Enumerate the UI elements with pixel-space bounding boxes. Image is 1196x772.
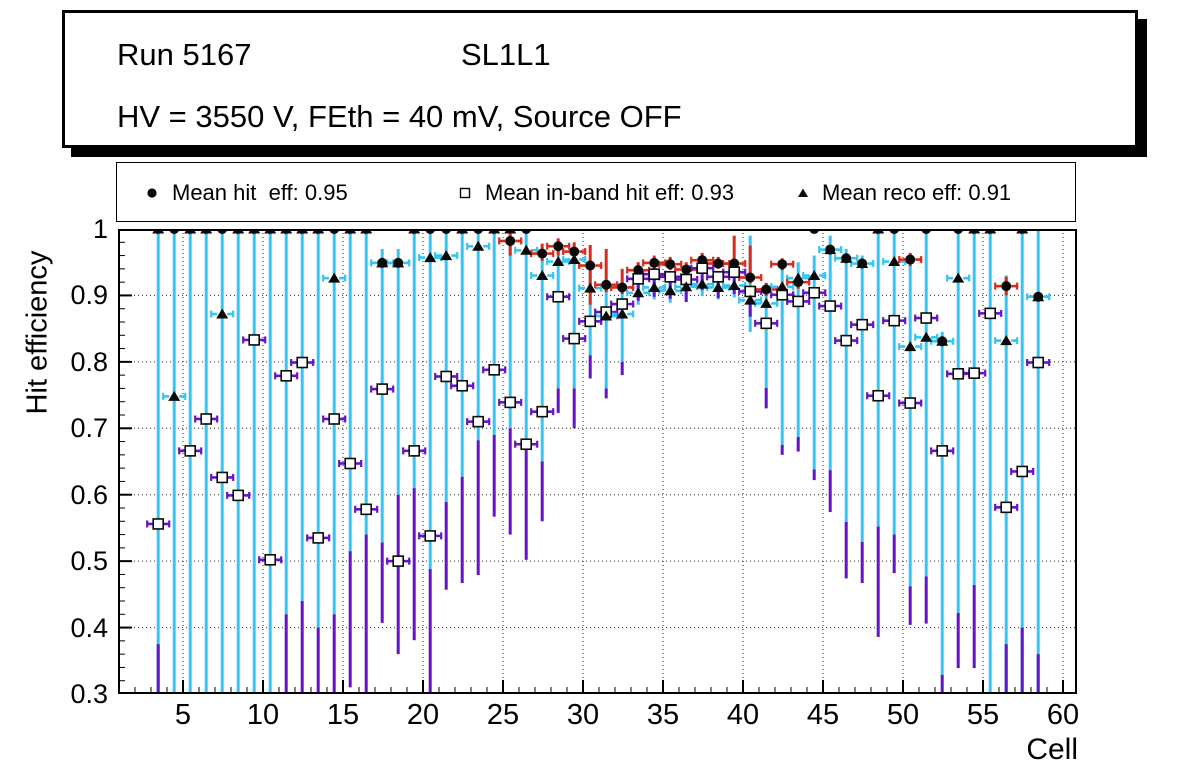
legend-label-hit: Mean hit eff: 0.95 [172,180,348,205]
layer-title: SL1L1 [461,37,551,72]
x-tick-label: 45 [806,699,840,731]
y-tick-label: 0.6 [70,479,108,510]
y-tick-label: 0.7 [70,413,108,444]
y-tick-label: 0.4 [70,612,108,643]
plot-area [118,229,1077,694]
x-tick-label: 35 [646,699,680,731]
legend-label-inband: Mean in-band hit eff: 0.93 [485,180,735,205]
x-tick-label: 20 [406,699,440,731]
legend: Mean hit eff: 0.95 Mean in-band hit eff:… [116,162,1076,222]
y-tick-label: 0.8 [70,346,108,377]
run-title: Run 5167 [117,37,252,72]
x-tick-label: 50 [886,699,920,731]
x-tick-label: 5 [174,699,192,731]
y-tick-label: 0.9 [70,280,108,311]
x-tick-label: 25 [486,699,520,731]
y-tick-label: 0.3 [70,679,108,709]
legend-label-reco: Mean reco eff: 0.91 [822,180,1012,205]
x-tick-label: 40 [726,699,760,731]
x-tick-label: 30 [566,699,600,731]
filled-triangle-icon [794,184,812,202]
x-axis-title: Cell [1026,733,1078,766]
x-tick-label: 60 [1046,699,1080,731]
y-tick-label: 1 [92,214,108,244]
y-tick-label: 0.5 [70,546,108,577]
x-tick-label: 15 [326,699,360,731]
x-tick-label: 10 [246,699,280,731]
y-axis-title: Hit efficiency [21,250,54,415]
open-square-icon [456,184,474,202]
x-tick-label: 55 [966,699,1000,731]
filled-circle-icon [143,184,161,202]
title-box: Run 5167 SL1L1 HV = 3550 V, FEth = 40 mV… [62,10,1138,148]
conditions-title: HV = 3550 V, FEth = 40 mV, Source OFF [117,99,682,134]
